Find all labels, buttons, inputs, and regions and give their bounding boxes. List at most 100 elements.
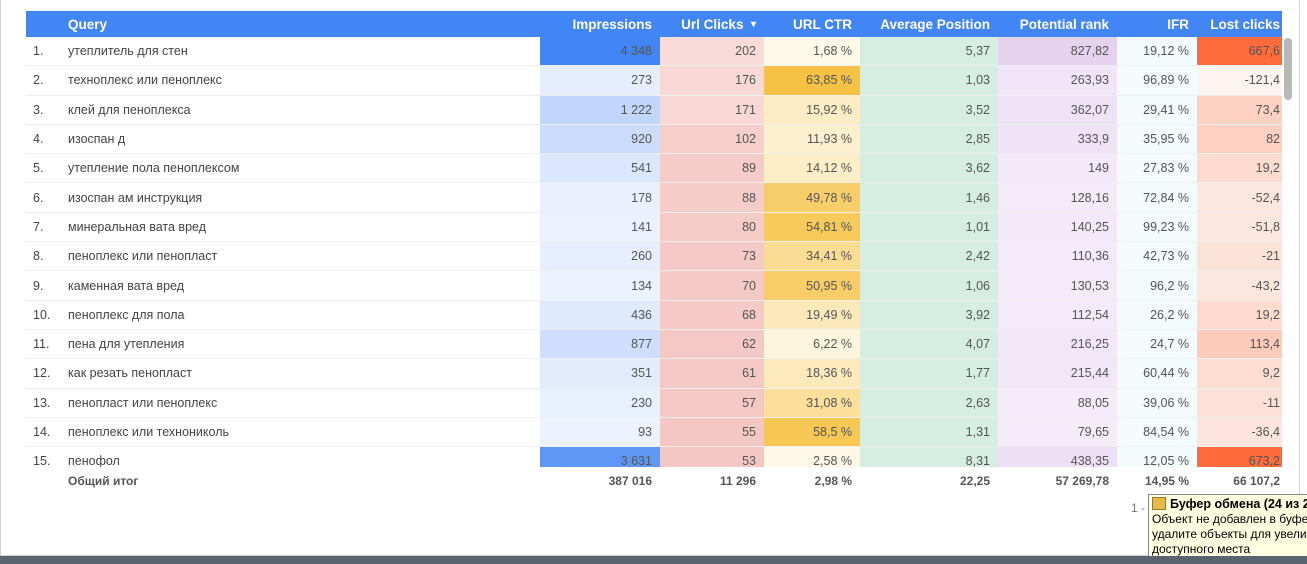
lost-clicks-cell: 19,2	[1197, 300, 1282, 329]
tooltip-line: доступного места	[1152, 542, 1251, 556]
row-number: 10.	[33, 307, 51, 322]
table-row[interactable]: 10. пеноплекс для пола 436 68 19,49 % 3,92 112…	[26, 300, 1282, 330]
lost-clicks-cell: -52,4	[1197, 183, 1282, 212]
avg-position-cell: 4,07	[860, 329, 998, 359]
table-row[interactable]: 12. как резать пенопласт 351 61 18,36 % 1,77 2…	[26, 359, 1282, 389]
url-clicks-cell: 176	[660, 66, 764, 95]
lost-clicks-cell: 673,2	[1197, 447, 1282, 467]
table-row[interactable]: 5. утепление пола пеноплексом 541 89 14,12 %…	[26, 154, 1282, 184]
header-potential-rank[interactable]: Potential rank	[1019, 16, 1109, 32]
query-cell: 8. пеноплекс или пенопласт	[26, 242, 540, 270]
total-impressions: 387 016	[608, 473, 652, 488]
ifr-cell: 72,84 %	[1117, 183, 1197, 212]
ifr-cell: 39,06 %	[1117, 388, 1197, 417]
potential-rank-cell: 88,05	[998, 388, 1117, 417]
impressions-cell: 134	[540, 271, 660, 300]
impressions-cell: 436	[540, 300, 660, 329]
header-ifr[interactable]: IFR	[1167, 16, 1189, 32]
total-url-clicks: 11 296	[719, 473, 756, 488]
query-cell: 3. клей для пеноплекса	[26, 96, 540, 124]
avg-position-cell: 1,06	[860, 271, 998, 300]
query-cell: 15. пенофол	[26, 447, 540, 467]
total-ifr: 14,95 %	[1144, 473, 1189, 488]
query-cell: 1. утеплитель для стен	[26, 37, 540, 65]
url-ctr-cell: 6,22 %	[764, 329, 860, 359]
query-text: утеплитель для стен	[68, 44, 188, 59]
table-row[interactable]: 15. пенофол 3 631 53 2,58 % 8,31 438,35 12,05 %…	[26, 447, 1282, 467]
vertical-scrollbar[interactable]	[1284, 38, 1292, 100]
row-number: 1.	[33, 44, 44, 59]
url-ctr-cell: 34,41 %	[764, 242, 860, 271]
avg-position-cell: 1,03	[860, 66, 998, 95]
query-text: утепление пола пеноплексом	[68, 161, 240, 176]
tooltip-title: Буфер обмена (24 из 24	[1170, 497, 1307, 511]
url-ctr-cell: 54,81 %	[764, 212, 860, 242]
header-url-clicks[interactable]: Url Clicks ▾	[660, 11, 764, 37]
sort-desc-icon: ▾	[750, 18, 756, 30]
url-ctr-cell: 19,49 %	[764, 300, 860, 329]
table-row[interactable]: 4. изоспан д 920 102 11,93 % 2,85 333,9 35,95 %…	[26, 124, 1282, 155]
query-cell: 4. изоспан д	[26, 125, 540, 153]
table-row[interactable]: 1. утеплитель для стен 4 348 202 1,68 % 5,37 8…	[26, 37, 1282, 67]
potential-rank-cell: 362,07	[998, 95, 1117, 124]
header-query[interactable]: Query	[68, 16, 108, 32]
header-lost-clicks[interactable]: Lost clicks	[1210, 16, 1280, 32]
query-cell: 6. изоспан ам инструкция	[26, 183, 540, 211]
ifr-cell: 27,83 %	[1117, 154, 1197, 183]
table-row[interactable]: 7. минеральная вата вред 141 80 54,81 % 1,01 1…	[26, 212, 1282, 243]
header-url-ctr[interactable]: URL CTR	[793, 16, 852, 32]
total-lost-clicks: 66 107,2	[1233, 473, 1280, 488]
url-clicks-cell: 73	[660, 242, 764, 271]
avg-position-cell: 1,31	[860, 417, 998, 447]
lost-clicks-cell: -21	[1197, 242, 1282, 271]
table-row[interactable]: 9. каменная вата вред 134 70 50,95 % 1,06 130,…	[26, 271, 1282, 301]
row-number: 4.	[33, 132, 44, 147]
avg-position-cell: 2,63	[860, 388, 998, 417]
avg-position-cell: 1,46	[860, 183, 998, 212]
total-url-ctr: 2,98 %	[814, 473, 852, 488]
header-avg-position[interactable]: Average Position	[880, 16, 990, 32]
url-clicks-cell: 57	[660, 388, 764, 417]
query-cell: 13. пенопласт или пеноплекс	[26, 389, 540, 417]
ifr-cell: 42,73 %	[1117, 242, 1197, 271]
lost-clicks-cell: -11	[1197, 388, 1282, 417]
impressions-cell: 260	[540, 242, 660, 271]
table-row[interactable]: 13. пенопласт или пеноплекс 230 57 31,08 % 2,…	[26, 388, 1282, 418]
url-ctr-cell: 49,78 %	[764, 183, 860, 212]
url-clicks-cell: 102	[660, 124, 764, 154]
url-clicks-cell: 80	[660, 212, 764, 242]
table-row[interactable]: 8. пеноплекс или пенопласт 260 73 34,41 % 2,4…	[26, 242, 1282, 272]
query-cell: 2. техноплекс или пеноплекс	[26, 66, 540, 94]
table-row[interactable]: 3. клей для пеноплекса 1 222 171 15,92 % 3,52…	[26, 95, 1282, 125]
totals-row: Общий итог 387 016 11 296 2,98 % 22,25 5…	[26, 472, 1282, 489]
row-number: 11.	[33, 337, 50, 352]
lost-clicks-cell: -121,4	[1197, 66, 1282, 95]
table-header: Query Impressions Url Clicks ▾ URL CTR A…	[26, 11, 1282, 37]
query-text: изоспан д	[68, 132, 126, 147]
url-ctr-cell: 14,12 %	[764, 154, 860, 183]
url-clicks-cell: 61	[660, 359, 764, 388]
url-ctr-cell: 31,08 %	[764, 388, 860, 417]
url-clicks-cell: 202	[660, 37, 764, 66]
url-ctr-cell: 63,85 %	[764, 66, 860, 95]
row-number: 2.	[33, 73, 44, 88]
potential-rank-cell: 215,44	[998, 359, 1117, 388]
table-row[interactable]: 6. изоспан ам инструкция 178 88 49,78 % 1,46 1…	[26, 183, 1282, 213]
lost-clicks-cell: 113,4	[1197, 329, 1282, 359]
lost-clicks-cell: -36,4	[1197, 417, 1282, 447]
header-impressions[interactable]: Impressions	[572, 16, 652, 32]
query-text: пеноплекс для пола	[68, 307, 185, 322]
url-clicks-cell: 62	[660, 329, 764, 359]
table-row[interactable]: 11. пена для утепления 877 62 6,22 % 4,07 216,…	[26, 329, 1282, 360]
query-cell: 7. минеральная вата вред	[26, 213, 540, 241]
query-cell: 12. как резать пенопласт	[26, 359, 540, 387]
avg-position-cell: 8,31	[860, 447, 998, 467]
table-row[interactable]: 14. пеноплекс или технониколь 93 55 58,5 % 1,…	[26, 417, 1282, 448]
table-row[interactable]: 2. техноплекс или пеноплекс 273 176 63,85 % 1…	[26, 66, 1282, 96]
row-number: 7.	[33, 219, 44, 234]
pagination-label[interactable]: 1 -	[1131, 501, 1146, 515]
query-text: пена для утепления	[68, 337, 185, 352]
lost-clicks-cell: 73,4	[1197, 95, 1282, 124]
impressions-cell: 93	[540, 417, 660, 447]
url-ctr-cell: 58,5 %	[764, 417, 860, 447]
